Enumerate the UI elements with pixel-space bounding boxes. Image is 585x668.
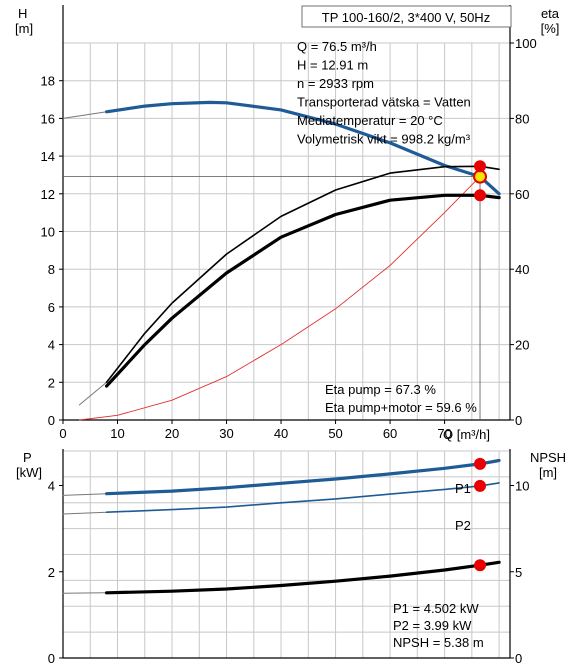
y-left-tick-label: 0 <box>48 413 55 428</box>
power-npsh-chart: 0 2 4 0 5 10 P [kW] NPSH [m] P1 P2 P1 = 4.502… <box>16 449 566 666</box>
p1-curve-label: P1 <box>455 481 471 496</box>
series-thin <box>62 493 108 496</box>
duty-info-line: Transporterad vätska = Vatten <box>297 95 471 110</box>
y-right-tick-label: 10 <box>515 479 529 494</box>
top-y-left-label: H <box>18 6 27 21</box>
y-left-tick-label: 10 <box>41 225 55 240</box>
y-left-tick-label: 18 <box>41 74 55 89</box>
x-tick-label: 70 <box>437 426 451 441</box>
y-right-tick-label: 0 <box>515 651 522 666</box>
power-line: P1 = 4.502 kW <box>393 601 479 616</box>
y-right-tick-label: 60 <box>515 187 529 202</box>
duty-point-marker <box>473 169 488 184</box>
operating-point-marker <box>474 479 487 492</box>
series-thin <box>78 381 108 406</box>
bottom-markers <box>474 457 487 572</box>
series-npsh <box>104 560 501 595</box>
top-markers <box>473 160 488 202</box>
efficiency-line: Eta pump = 67.3 % <box>325 382 436 397</box>
top-y-left-unit: [m] <box>15 21 33 36</box>
bottom-tick-labels: 0 2 4 0 5 10 <box>48 479 530 667</box>
x-tick-label: 50 <box>328 426 342 441</box>
bottom-y-right-unit: [m] <box>539 465 557 480</box>
series-thin <box>62 111 108 119</box>
x-tick-label: 30 <box>219 426 233 441</box>
x-tick-label: 10 <box>110 426 124 441</box>
y-right-tick-label: 5 <box>515 565 522 580</box>
series-head <box>104 100 501 196</box>
y-left-tick-label: 6 <box>48 300 55 315</box>
bottom-grid <box>62 449 511 659</box>
series-eta_pump <box>105 165 500 384</box>
head-efficiency-chart: 0 2 4 6 8 10 12 14 16 18 0 20 40 60 80 100 0 10 20 30 40 50 60… <box>15 5 560 442</box>
operating-point-marker <box>474 189 487 202</box>
x-tick-label: 20 <box>165 426 179 441</box>
y-right-tick-label: 20 <box>515 338 529 353</box>
duty-info-line: n = 2933 rpm <box>297 76 374 91</box>
power-line: P2 = 3.99 kW <box>393 618 472 633</box>
series-p2 <box>105 482 500 514</box>
bottom-y-left-label: P <box>23 450 32 465</box>
series-system <box>78 176 481 421</box>
series-p1 <box>104 458 501 496</box>
x-tick-label: 40 <box>274 426 288 441</box>
top-tick-labels: 0 2 4 6 8 10 12 14 16 18 0 20 40 60 80 100 0 10 20 30 40 50 60… <box>41 36 537 441</box>
series-thin <box>62 511 108 515</box>
top-y-right-unit: [%] <box>541 21 560 36</box>
efficiency-line: Eta pump+motor = 59.6 % <box>325 400 477 415</box>
duty-info-line: Volymetrisk vikt = 998.2 kg/m³ <box>297 132 471 147</box>
y-left-tick-label: 12 <box>41 187 55 202</box>
y-left-tick-label: 4 <box>48 338 55 353</box>
x-tick-label: 60 <box>383 426 397 441</box>
bottom-series <box>62 458 501 595</box>
operating-point-marker <box>474 457 487 470</box>
chart-title-box <box>301 5 512 28</box>
x-tick-label: 0 <box>59 426 66 441</box>
duty-info-line: Mediatemperatur = 20 °C <box>297 113 443 128</box>
duty-info-line: H = 12.91 m <box>297 58 368 73</box>
operating-point-marker <box>474 160 487 173</box>
top-grid <box>62 5 511 421</box>
efficiency-readout: Eta pump = 67.3 % Eta pump+motor = 59.6 % <box>325 382 477 415</box>
bottom-y-right-label: NPSH <box>530 450 566 465</box>
y-left-tick-label: 8 <box>48 262 55 277</box>
series-thin <box>62 592 108 594</box>
y-left-tick-label: 0 <box>48 651 55 666</box>
y-left-tick-label: 4 <box>48 479 55 494</box>
y-left-tick-label: 2 <box>48 565 55 580</box>
duty-info-line: Q = 76.5 m³/h <box>297 39 377 54</box>
power-line: NPSH = 5.38 m <box>393 635 484 650</box>
y-left-tick-label: 14 <box>41 149 55 164</box>
y-right-tick-label: 80 <box>515 111 529 126</box>
y-right-tick-label: 0 <box>515 413 522 428</box>
operating-point-marker <box>474 559 487 572</box>
y-left-tick-label: 16 <box>41 111 55 126</box>
power-readout: P1 = 4.502 kW P2 = 3.99 kW NPSH = 5.38 m <box>393 601 484 650</box>
top-y-right-label: eta <box>541 6 560 21</box>
bottom-y-left-unit: [kW] <box>16 465 42 480</box>
y-right-tick-label: 40 <box>515 262 529 277</box>
y-right-tick-label: 100 <box>515 36 537 51</box>
duty-point-info: Q = 76.5 m³/h H = 12.91 m n = 2933 rpm Tran… <box>297 39 471 147</box>
top-series <box>62 100 501 421</box>
series-eta_total <box>104 193 501 388</box>
p2-curve-label: P2 <box>455 518 471 533</box>
y-left-tick-label: 2 <box>48 375 55 390</box>
chart-title: TP 100-160/2, 3*400 V, 50Hz <box>322 10 490 25</box>
x-axis-label: Q [m³/h] <box>443 427 490 442</box>
